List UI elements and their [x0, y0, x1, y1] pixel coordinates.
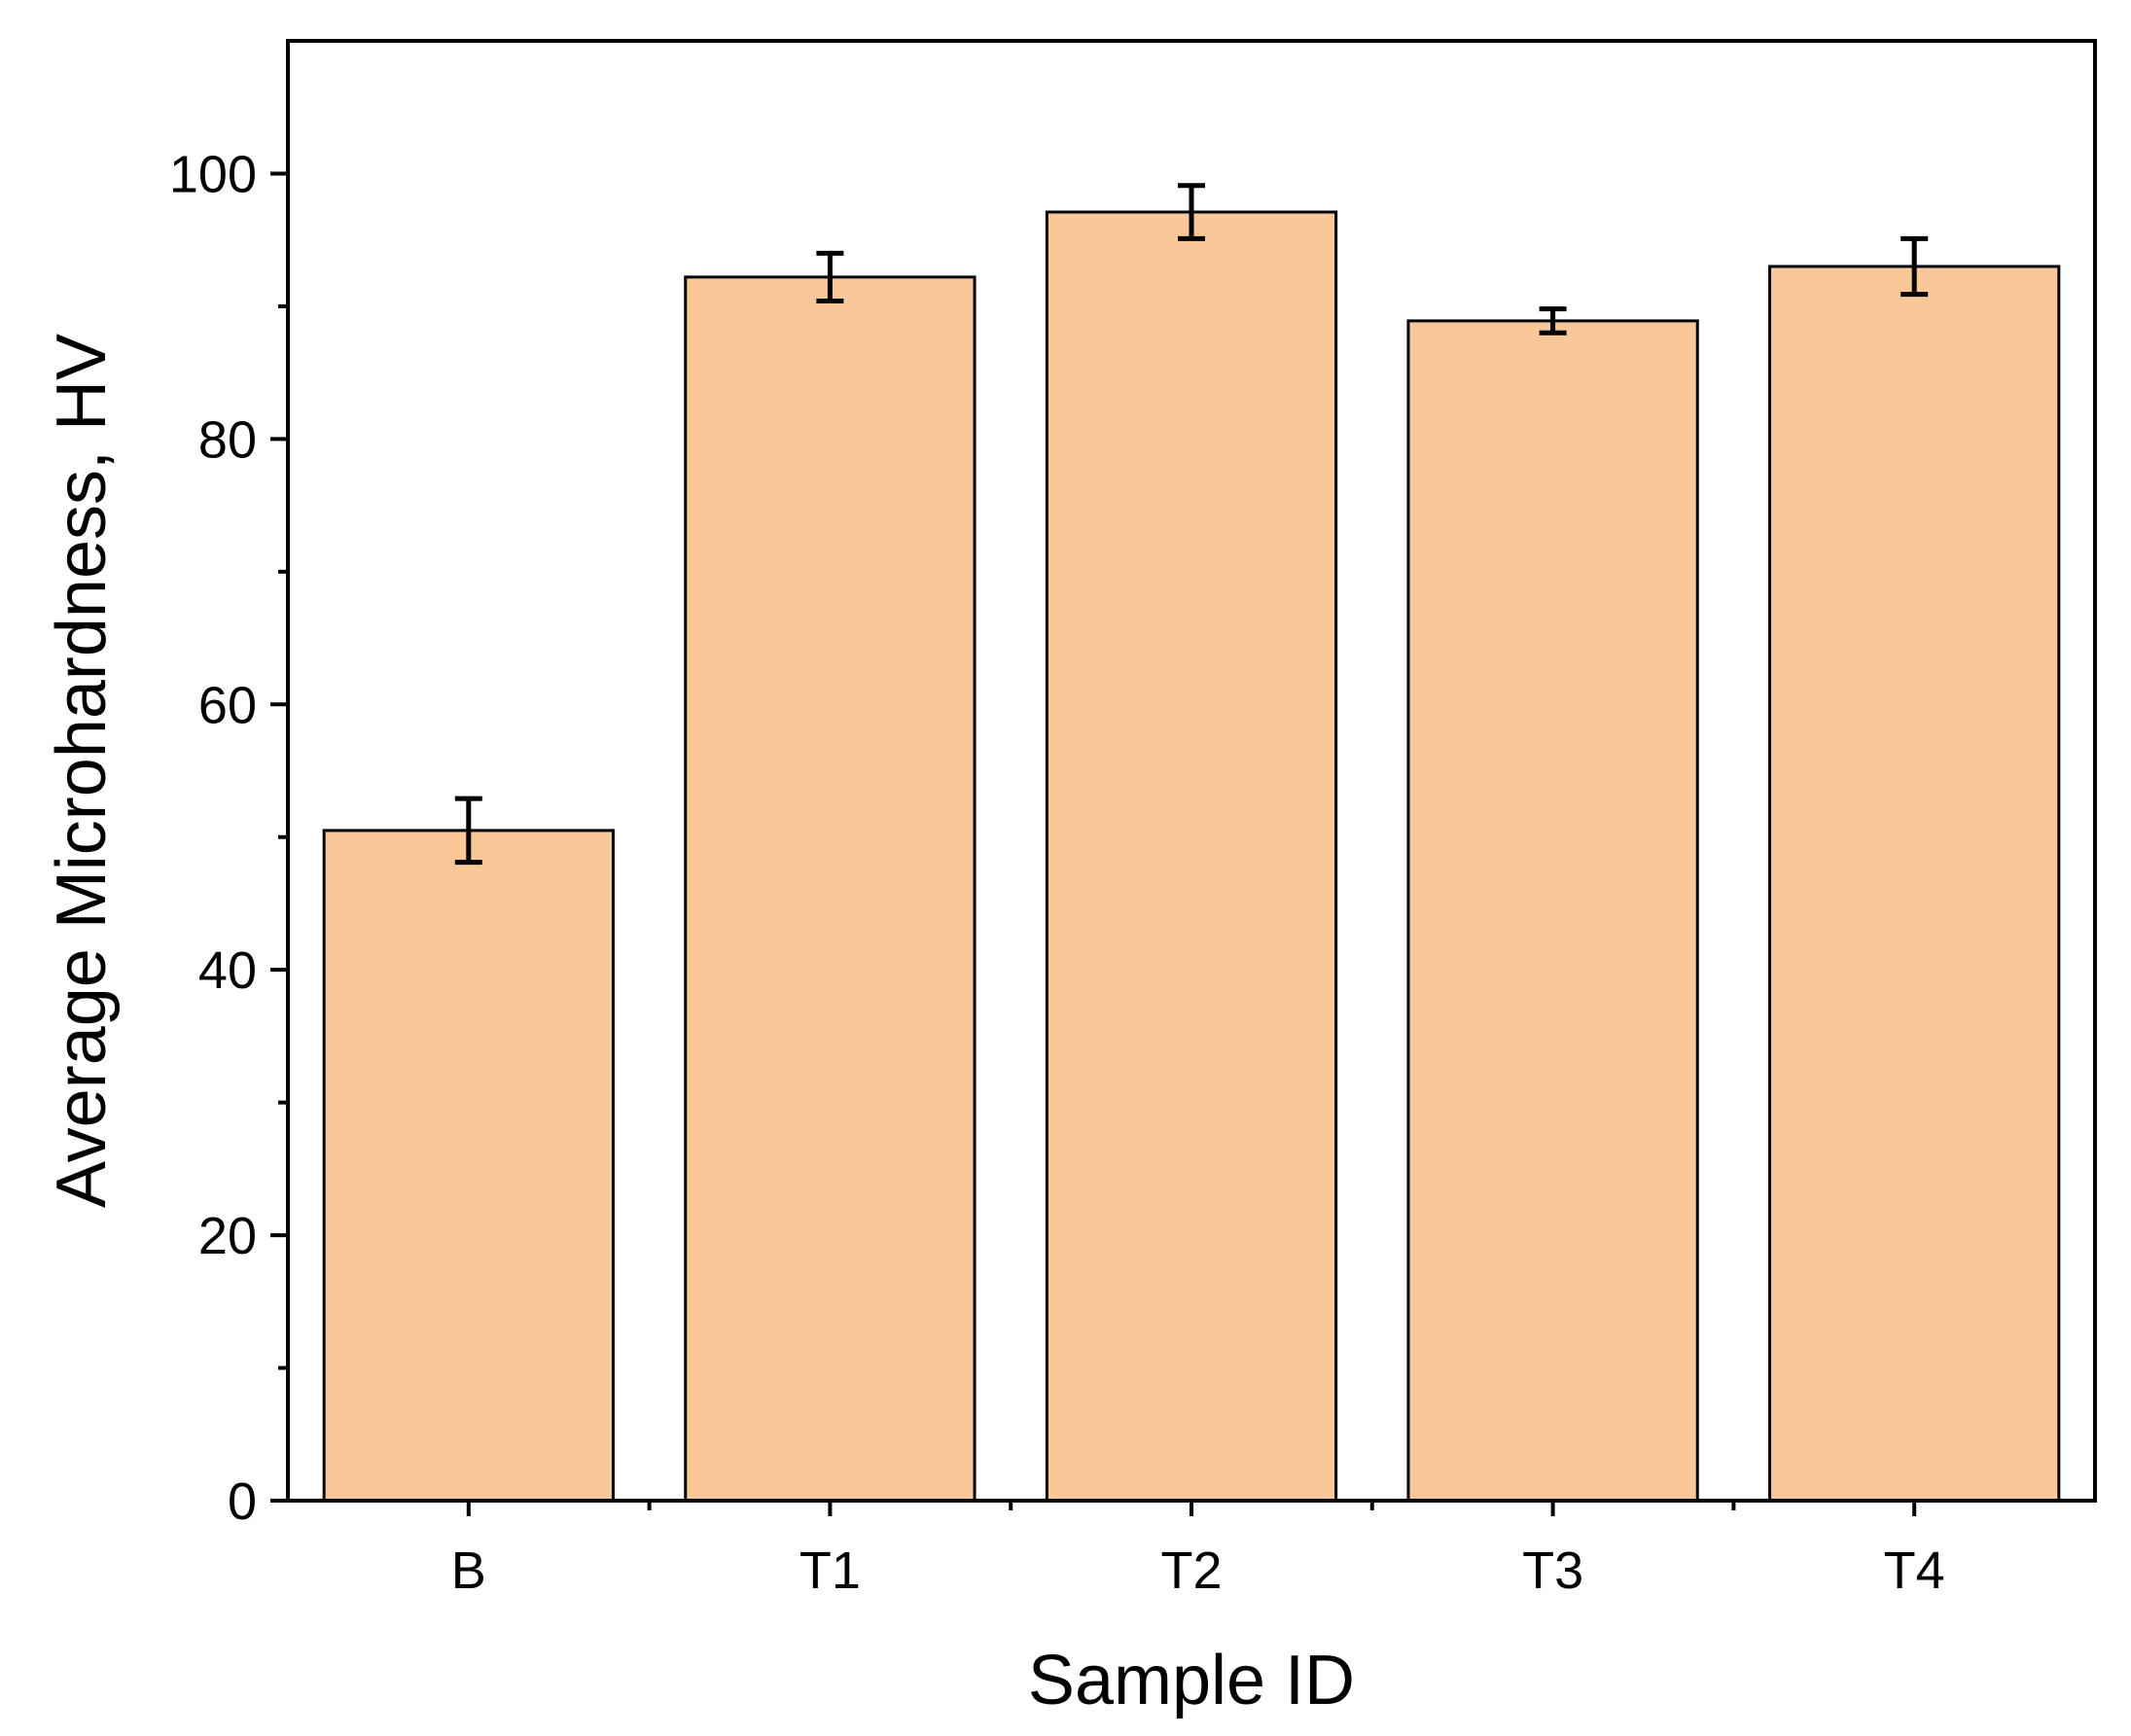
y-axis: 0 20 40 60 80 100: [169, 145, 288, 1531]
y-tick-label: 100: [169, 145, 257, 203]
bar-t2: [1045, 210, 1338, 1503]
x-tick-label: T1: [799, 1541, 861, 1600]
error-bar-t2: [1178, 183, 1205, 241]
y-tick-label: 60: [198, 676, 257, 734]
y-tick-label: 40: [198, 941, 257, 1000]
y-tick-label: 20: [198, 1207, 257, 1265]
y-axis-title: Average Microhardness, HV: [43, 334, 121, 1208]
x-tick-label: T4: [1884, 1541, 1945, 1600]
x-axis: B T1 T2 T3 T4: [451, 1501, 1945, 1600]
bar-t3: [1406, 319, 1699, 1503]
error-bar-t4: [1900, 235, 1929, 298]
bar-t1: [684, 275, 977, 1503]
error-bar-t1: [816, 250, 844, 303]
error-bars: [454, 183, 1929, 866]
bar-b: [322, 829, 615, 1503]
error-bar-b: [454, 796, 482, 866]
y-tick-label: 0: [228, 1472, 257, 1531]
x-tick-label: B: [451, 1541, 486, 1600]
x-axis-title: Sample ID: [1028, 1642, 1355, 1719]
x-tick-label: T2: [1160, 1541, 1222, 1600]
bars: [322, 210, 2061, 1503]
bar-t4: [1768, 265, 2061, 1503]
x-tick-label: T3: [1522, 1541, 1583, 1600]
y-tick-label: 80: [198, 410, 257, 469]
error-bar-t3: [1539, 306, 1567, 336]
